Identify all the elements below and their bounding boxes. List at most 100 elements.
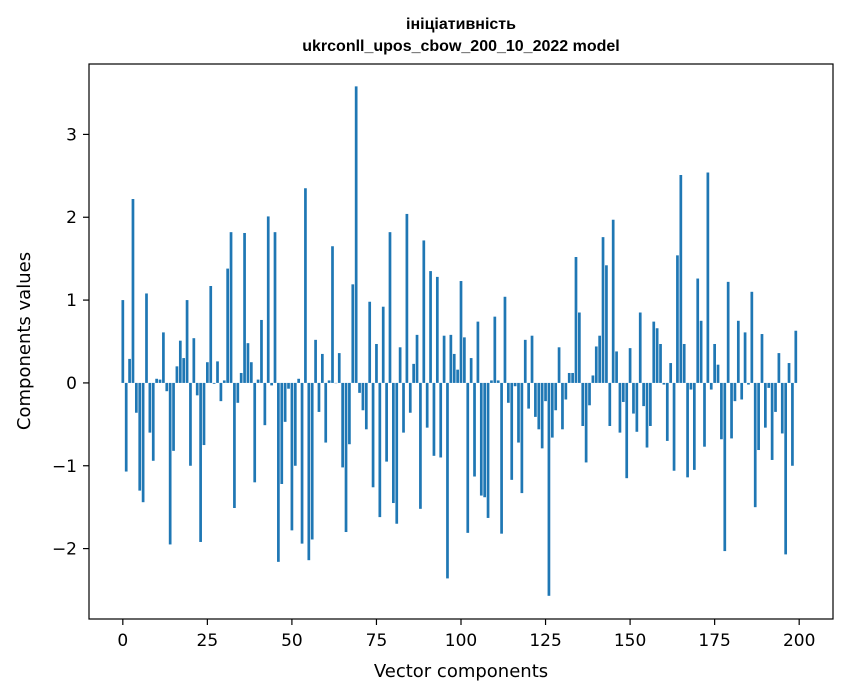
bar-component-27	[212, 382, 216, 384]
x-tick-label: 0	[117, 631, 128, 651]
bar-component-48	[283, 382, 287, 422]
bar-component-136	[581, 382, 585, 426]
bar-component-12	[162, 332, 165, 383]
bar-component-164	[676, 255, 679, 383]
bar-component-30	[222, 380, 226, 383]
bar-component-15	[172, 382, 175, 451]
bar-component-115	[510, 382, 514, 480]
bar-component-180	[730, 382, 733, 439]
bar-component-21	[192, 338, 196, 383]
bar-component-55	[307, 382, 311, 561]
bar-component-41	[260, 319, 263, 383]
bar-component-147	[618, 382, 622, 433]
bar-component-47	[280, 382, 284, 484]
bar-component-194	[777, 353, 781, 383]
bar-component-138	[588, 382, 591, 406]
bar-component-35	[239, 372, 243, 383]
bar-component-167	[686, 382, 689, 478]
bar-component-85	[408, 382, 412, 413]
bar-component-38	[249, 362, 253, 383]
bar-component-97	[449, 334, 453, 383]
y-tick-label: 0	[66, 374, 77, 394]
bar-component-91	[429, 271, 432, 383]
bar-component-99	[456, 369, 459, 383]
bar-component-57	[314, 339, 317, 383]
bar-component-151	[632, 382, 635, 414]
bar-component-87	[415, 334, 419, 383]
bar-component-101	[463, 337, 466, 383]
bar-component-121	[530, 335, 534, 383]
bar-component-159	[659, 343, 662, 383]
bar-component-60	[324, 382, 328, 443]
bar-component-179	[726, 281, 730, 383]
bar-component-11	[158, 379, 162, 383]
bar-component-176	[716, 364, 720, 383]
bar-component-79	[388, 232, 392, 383]
bar-component-56	[310, 382, 314, 540]
bar-component-40	[256, 379, 260, 383]
bar-component-80	[392, 382, 395, 504]
bar-component-17	[178, 340, 182, 383]
bar-component-192	[770, 382, 774, 460]
bar-component-171	[699, 320, 703, 383]
bar-component-110	[493, 316, 497, 383]
bar-component-42	[263, 382, 267, 426]
bar-component-140	[594, 346, 598, 383]
bar-component-145	[611, 219, 615, 383]
bar-component-170	[696, 278, 700, 383]
bar-component-185	[747, 382, 750, 385]
bar-component-105	[476, 321, 480, 383]
bar-component-149	[625, 382, 629, 479]
bar-component-9	[151, 382, 155, 461]
bar-component-98	[452, 353, 456, 383]
bar-component-74	[371, 382, 375, 488]
bar-component-66	[344, 382, 348, 533]
bar-component-114	[506, 382, 510, 403]
bar-component-197	[787, 363, 791, 383]
bar-component-187	[753, 382, 757, 508]
bar-component-103	[469, 358, 473, 383]
bar-component-73	[368, 301, 372, 383]
bar-component-0	[121, 300, 125, 383]
bar-component-50	[290, 382, 294, 531]
bar-component-143	[605, 265, 608, 383]
y-tick-label: 3	[66, 125, 77, 145]
bar-component-54	[304, 188, 307, 383]
bar-component-44	[270, 382, 273, 386]
bar-component-4	[134, 382, 138, 413]
bar-component-28	[216, 361, 219, 383]
bar-component-193	[774, 382, 777, 412]
bar-component-24	[202, 382, 206, 446]
bar-component-161	[665, 382, 669, 441]
bar-component-83	[402, 382, 405, 433]
bar-component-34	[236, 382, 240, 403]
bar-component-108	[486, 382, 490, 518]
bar-component-70	[358, 382, 361, 393]
bar-component-52	[297, 378, 301, 383]
bar-component-78	[385, 382, 388, 462]
bar-component-10	[155, 378, 158, 383]
y-axis-ticks: −2 −1 0 1 2 3	[52, 125, 89, 560]
bar-component-174	[709, 382, 713, 390]
bar-component-29	[219, 382, 223, 402]
bar-component-76	[378, 382, 382, 518]
bar-component-163	[672, 382, 676, 471]
bar-component-109	[490, 380, 493, 383]
bar-component-59	[320, 353, 324, 383]
bar-component-61	[327, 380, 331, 383]
bar-component-129	[557, 347, 561, 383]
bar-component-112	[500, 382, 503, 534]
bar-component-68	[351, 284, 355, 383]
bar-component-23	[199, 382, 202, 542]
x-tick-label: 125	[529, 631, 561, 651]
bar-component-43	[266, 216, 270, 383]
bar-component-173	[706, 172, 710, 383]
bar-component-22	[195, 382, 199, 396]
bar-component-111	[496, 380, 500, 383]
bar-component-142	[601, 237, 605, 383]
bar-component-65	[341, 382, 344, 468]
bar-component-177	[720, 382, 723, 440]
bar-component-13	[165, 382, 169, 392]
bar-component-146	[615, 351, 618, 383]
